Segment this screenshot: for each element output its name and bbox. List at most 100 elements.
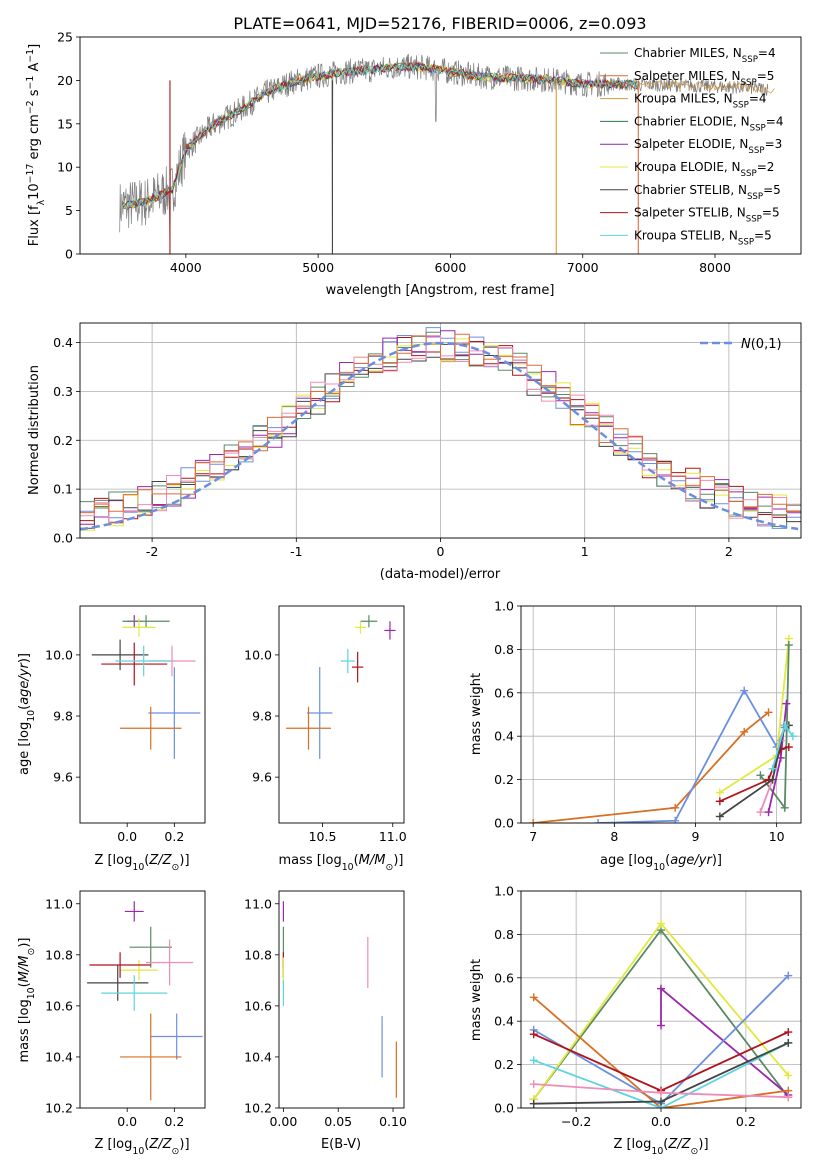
legend-label: Salpeter ELODIE, NSSP=3 (634, 137, 782, 156)
y-tick-label: 0.2 (494, 1057, 514, 1072)
x-tick-label: 7000 (567, 260, 599, 275)
legend-label: Salpeter STELIB, NSSP=5 (634, 206, 780, 225)
x-axis-label: Z [log10(Z/Z⊙)] (613, 1137, 708, 1157)
axes-frame (79, 36, 802, 255)
histogram-step (80, 333, 801, 514)
x-tick-label: 6000 (435, 260, 467, 275)
x-tick-label: 10 (769, 829, 785, 844)
x-tick-label: −0.2 (561, 1114, 591, 1129)
plot-area (282, 901, 397, 1098)
y-tick-label: 0.2 (53, 433, 73, 448)
plot-area (80, 327, 801, 531)
legend-label: Chabrier MILES, NSSP=4 (634, 46, 776, 65)
x-tick-label: 5000 (302, 260, 334, 275)
y-tick-label: 20 (57, 73, 73, 88)
y-tick-label: 10.4 (244, 1049, 272, 1064)
legend-label: Kroupa MILES, NSSP=4 (634, 92, 767, 111)
y-tick-label: 0.2 (494, 772, 514, 787)
y-tick-label: 9.8 (252, 709, 272, 724)
axes-age_vs_mass: 10.5 11.0 9.6 9.8 10.0 mass [log10(M/M⊙)] (244, 605, 407, 873)
y-tick-label: 11.0 (244, 896, 272, 911)
y-tick-label: 11.0 (45, 896, 73, 911)
axes-frame (79, 322, 802, 539)
y-tick-label: 9.6 (252, 770, 272, 785)
x-tick-label: 0.2 (164, 829, 184, 844)
axes-frame (79, 605, 206, 824)
x-tick-label: 4000 (170, 260, 202, 275)
axes-age_vs_Z: 0.0 0.2 9.6 9.8 10.0 Z [log10(Z/Z⊙)] age [log1… (17, 605, 206, 873)
y-tick-label: 9.8 (53, 709, 73, 724)
x-tick-label: 1 (581, 544, 589, 559)
x-axis-label: Z [log10(Z/Z⊙)] (94, 853, 189, 873)
axes-frame (520, 605, 802, 824)
plot-area (529, 919, 793, 1108)
axes-frame (278, 605, 405, 824)
y-tick-label: 10.2 (244, 1101, 272, 1116)
x-axis-label: wavelength [Angstrom, rest frame] (326, 283, 555, 298)
y-tick-label: 10 (57, 160, 73, 175)
y-tick-label: 1.0 (494, 884, 514, 899)
legend-label: Kroupa STELIB, NSSP=5 (634, 228, 772, 247)
x-axis-label: mass [log10(M/M⊙)] (279, 853, 404, 873)
legend-label: Chabrier STELIB, NSSP=5 (634, 183, 781, 202)
y-tick-label: 0.4 (53, 335, 73, 350)
y-tick-label: 10.6 (244, 998, 272, 1013)
legend-label: Kroupa ELODIE, NSSP=2 (634, 160, 774, 179)
y-tick-label: 0.8 (494, 642, 514, 657)
axes-mass_vs_Z: 0.0 0.2 10.2 10.4 10.6 10.8 11.0 Z [log10(Z/Z⊙)… (17, 890, 206, 1157)
weight-series-line (660, 986, 789, 1096)
y-tick-label: 0.4 (494, 1014, 514, 1029)
y-tick-label: 10.8 (244, 947, 272, 962)
axes-residuals: -2 -1 0 1 2 0.0 0.1 0.2 0.3 0.4 N(0,1) (data-model)… (27, 322, 802, 582)
x-tick-label: 7 (529, 829, 537, 844)
axes-frame (520, 890, 802, 1109)
x-tick-label: -2 (146, 544, 158, 559)
y-tick-label: 0.6 (494, 685, 514, 700)
x-tick-label: 0.0 (651, 1114, 671, 1129)
x-axis-label: age [log10(age/yr)] (600, 853, 722, 873)
axes-frame (79, 890, 206, 1109)
y-tick-label: 5 (65, 203, 73, 218)
y-tick-label: 10.8 (45, 947, 73, 962)
y-tick-label: 0.8 (494, 927, 514, 942)
legend-label: Chabrier ELODIE, NSSP=4 (634, 114, 783, 133)
y-tick-label: 0.0 (53, 531, 73, 546)
y-tick-label: 10.6 (45, 998, 73, 1013)
axes-weight_vs_Z: −0.2 0.0 0.2 0.0 0.2 0.4 0.6 0.8 1.0 Z [log10(Z/Z… (469, 884, 802, 1157)
weight-series-line (533, 1042, 789, 1108)
y-axis-label: mass [log10(M/M⊙)] (17, 938, 37, 1063)
plot-area (119, 53, 775, 254)
y-tick-label: 9.6 (53, 770, 73, 785)
axes-spectrum: 4000 5000 6000 7000 8000 0 5 10 15 20 25 Chabrier M… (25, 30, 802, 298)
axes-weight_vs_age: 7 8 9 10 0.0 0.2 0.4 0.6 0.8 1.0 age [log10(age/yr… (469, 599, 802, 873)
legend-label: N(0,1) (741, 337, 782, 352)
model-spectrum-line (121, 62, 638, 210)
axes-mass_vs_EBV: 0.00 0.05 0.10 10.2 10.4 10.6 10.8 11.0 E(B-V) (244, 890, 407, 1152)
axes-frame (278, 890, 405, 1109)
y-tick-label: 10.0 (244, 647, 272, 662)
gaussian-curve (80, 341, 799, 531)
x-tick-label: 0.00 (269, 1114, 297, 1129)
y-tick-label: 10.0 (45, 647, 73, 662)
y-tick-label: 0 (65, 247, 73, 262)
weight-series-line (533, 711, 770, 823)
y-axis-label: Flux [fλ10−17 erg cm−2 s−1 A−1] (25, 44, 47, 246)
plot-area (286, 615, 396, 759)
x-axis-label: E(B-V) (321, 1137, 361, 1152)
x-tick-label: 0.2 (164, 1114, 184, 1129)
plot-area (529, 634, 797, 823)
observed-spectrum-line (119, 53, 769, 254)
y-tick-label: 0.3 (53, 384, 73, 399)
x-tick-label: 0.0 (117, 1114, 137, 1129)
x-tick-label: 2 (725, 544, 733, 559)
x-tick-label: 8 (610, 829, 618, 844)
y-tick-label: 0.1 (53, 482, 73, 497)
y-tick-label: 0.0 (494, 1101, 514, 1116)
figure-title: PLATE=0641, MJD=52176, FIBERID=0006, z=0… (233, 14, 646, 33)
y-tick-label: 10.4 (45, 1049, 73, 1064)
x-axis-label: (data-model)/error (380, 567, 501, 582)
x-tick-label: 9 (692, 829, 700, 844)
y-tick-label: 0.6 (494, 970, 514, 985)
y-axis-label: mass weight (469, 673, 484, 755)
x-tick-label: 0 (437, 544, 445, 559)
